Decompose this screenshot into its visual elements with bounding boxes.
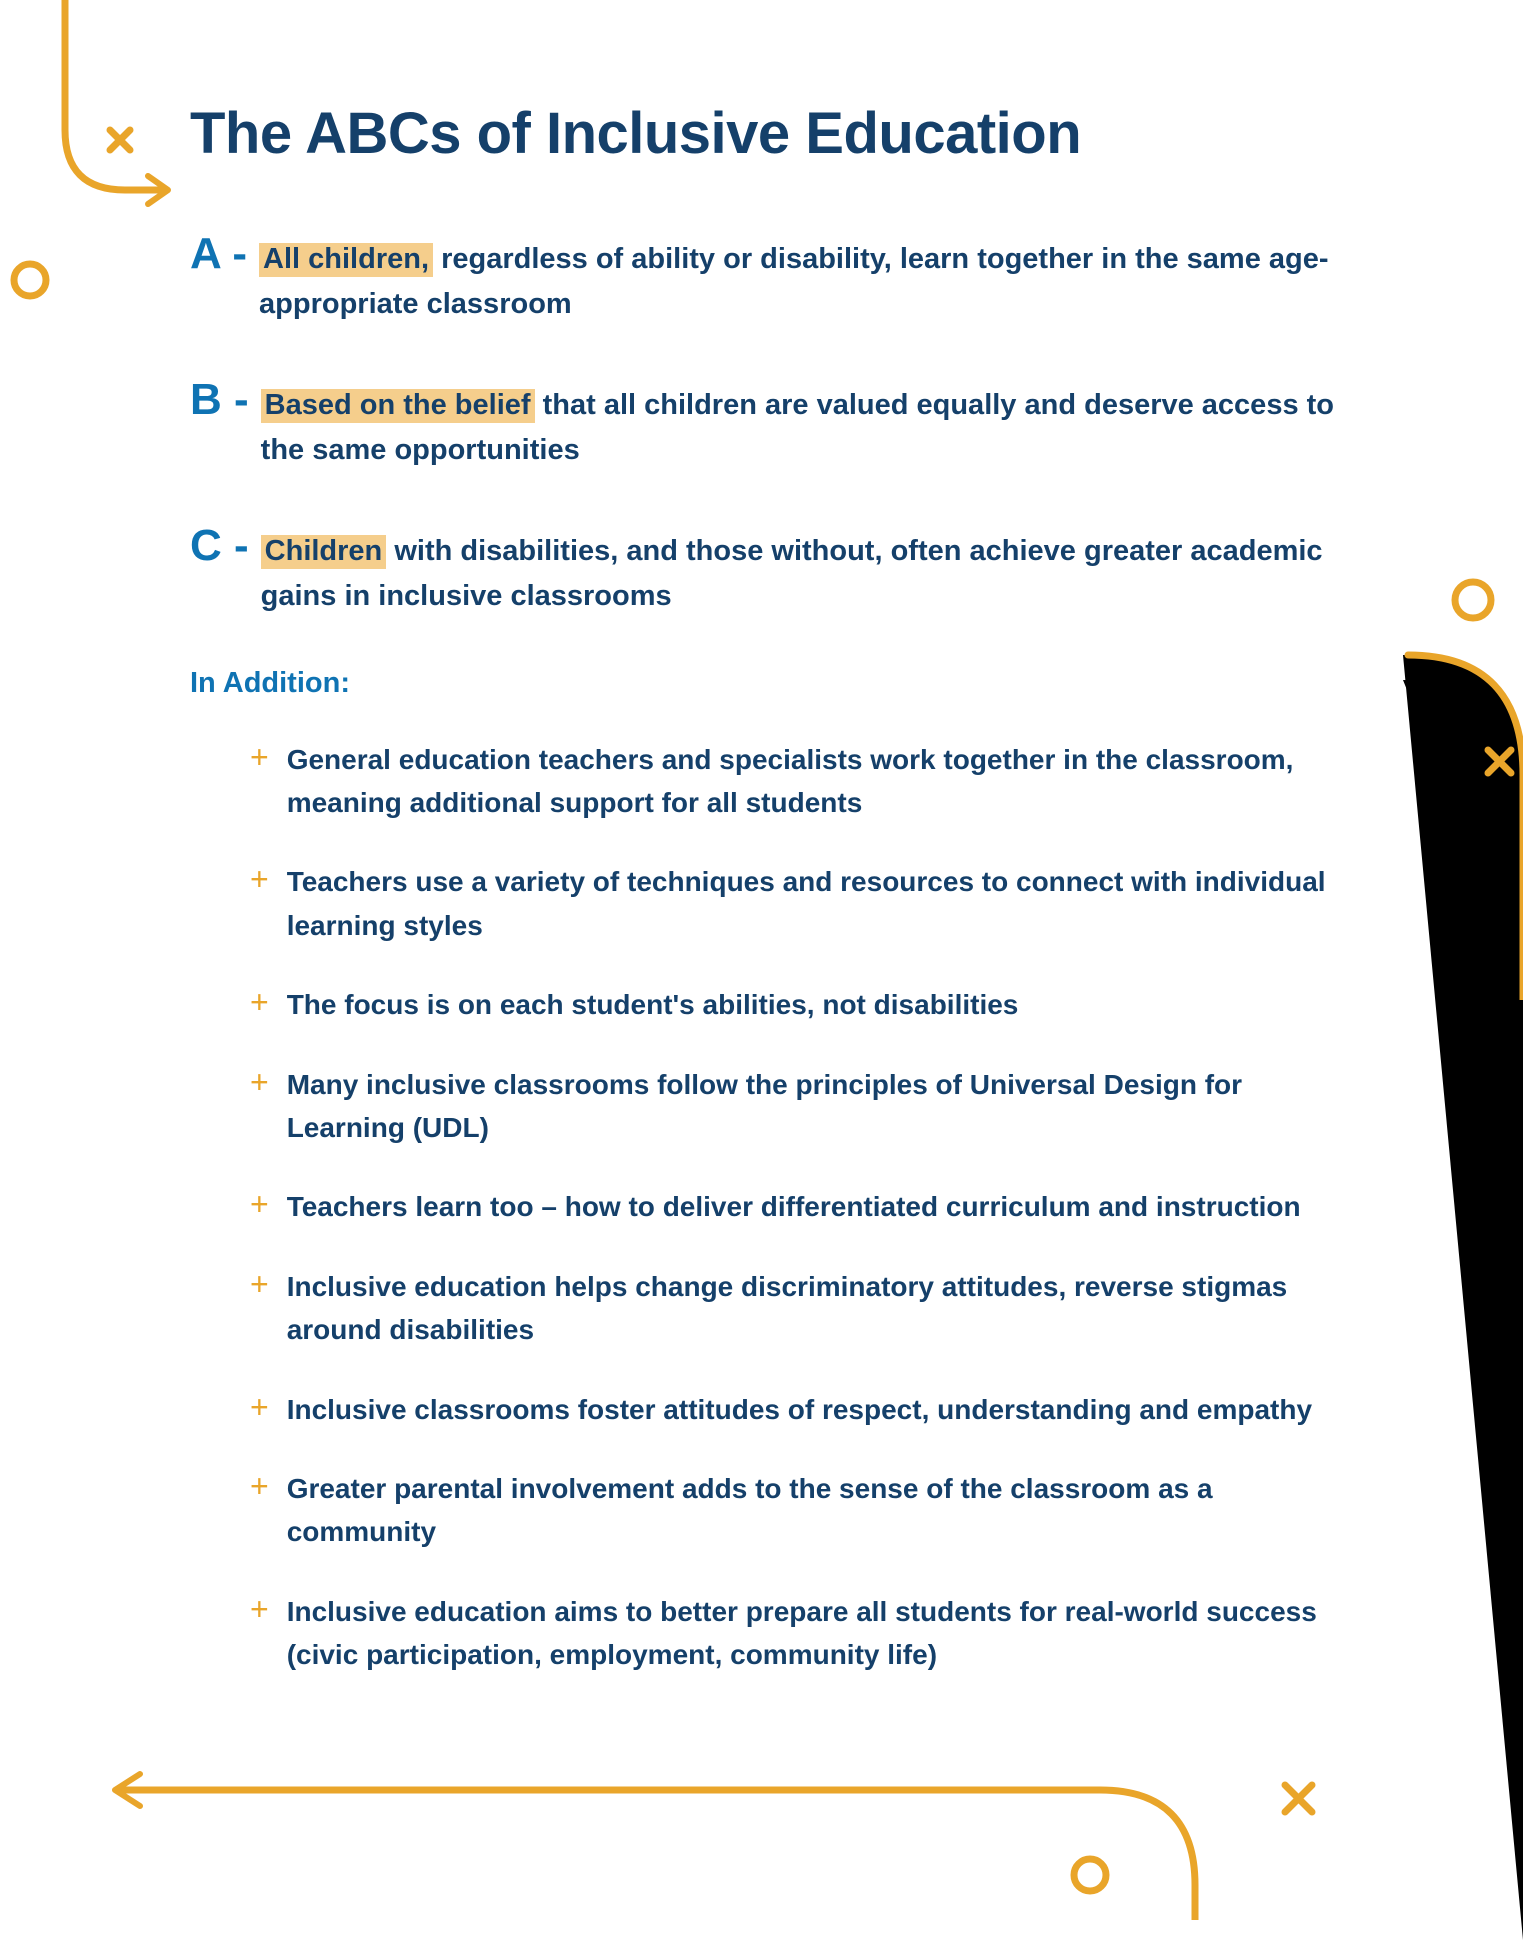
addition-item: + Inclusive education helps change discr… xyxy=(190,1265,1350,1352)
abc-letter: B - xyxy=(190,375,261,425)
addition-item: + Inclusive classrooms foster attitudes … xyxy=(190,1388,1350,1431)
addition-item: + Teachers learn too – how to deliver di… xyxy=(190,1185,1350,1228)
addition-item: + Inclusive education aims to better pre… xyxy=(190,1590,1350,1677)
plus-icon: + xyxy=(250,860,287,898)
abc-letter: C - xyxy=(190,521,261,571)
deco-right xyxy=(1323,560,1523,980)
page-title: The ABCs of Inclusive Education xyxy=(190,100,1350,167)
abc-rest: with disabilities, and those without, of… xyxy=(261,535,1323,612)
addition-item: + General education teachers and special… xyxy=(190,738,1350,825)
addition-item: + Many inclusive classrooms follow the p… xyxy=(190,1063,1350,1150)
deco-top-left xyxy=(0,0,220,300)
addition-text: Inclusive education helps change discrim… xyxy=(287,1265,1350,1352)
plus-icon: + xyxy=(250,1185,287,1223)
highlighted-text: All children, xyxy=(259,243,433,277)
plus-icon: + xyxy=(250,1590,287,1628)
deco-right-visible xyxy=(1333,600,1523,1000)
addition-text: Many inclusive classrooms follow the pri… xyxy=(287,1063,1350,1150)
plus-icon: + xyxy=(250,1063,287,1101)
plus-icon: + xyxy=(250,1467,287,1505)
addition-text: Inclusive classrooms foster attitudes of… xyxy=(287,1388,1312,1431)
abc-text: All children, regardless of ability or d… xyxy=(259,237,1350,327)
abc-item-a: A - All children, regardless of ability … xyxy=(190,229,1350,327)
addition-text: Inclusive education aims to better prepa… xyxy=(287,1590,1350,1677)
addition-text: General education teachers and specialis… xyxy=(287,738,1350,825)
addition-text: Teachers learn too – how to deliver diff… xyxy=(287,1185,1301,1228)
addition-text: Greater parental involvement adds to the… xyxy=(287,1467,1350,1554)
plus-icon: + xyxy=(250,1388,287,1426)
plus-icon: + xyxy=(250,1265,287,1303)
highlighted-text: Children xyxy=(261,535,387,569)
abc-item-b: B - Based on the belief that all childre… xyxy=(190,375,1350,473)
addition-item: + The focus is on each student's abiliti… xyxy=(190,983,1350,1026)
plus-icon: + xyxy=(250,738,287,776)
plus-icon: + xyxy=(250,983,287,1021)
highlighted-text: Based on the belief xyxy=(261,389,535,423)
abc-letter: A - xyxy=(190,229,259,279)
addition-item: + Greater parental involvement adds to t… xyxy=(190,1467,1350,1554)
deco-bottom xyxy=(0,1700,1523,1920)
section-label: In Addition: xyxy=(190,667,1350,700)
abc-text: Based on the belief that all children ar… xyxy=(261,383,1350,473)
addition-text: Teachers use a variety of techniques and… xyxy=(287,860,1350,947)
addition-item: + Teachers use a variety of techniques a… xyxy=(190,860,1350,947)
abc-text: Children with disabilities, and those wi… xyxy=(261,529,1350,619)
addition-text: The focus is on each student's abilities… xyxy=(287,983,1019,1026)
abc-item-c: C - Children with disabilities, and thos… xyxy=(190,521,1350,619)
